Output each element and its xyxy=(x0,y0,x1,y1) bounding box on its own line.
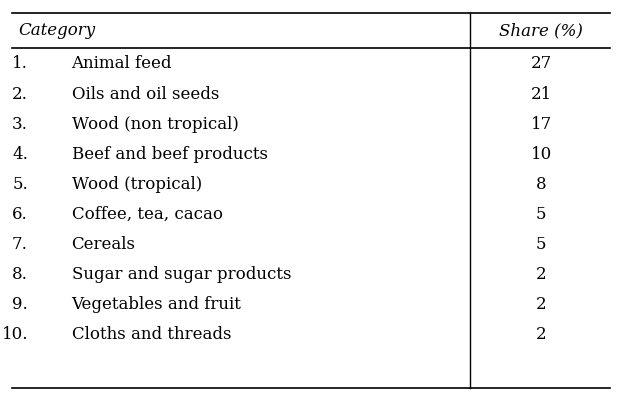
Text: Animal feed: Animal feed xyxy=(72,55,172,73)
Text: 21: 21 xyxy=(531,85,552,103)
Text: Cloths and threads: Cloths and threads xyxy=(72,325,231,343)
Text: 5.: 5. xyxy=(12,175,28,193)
Text: Category: Category xyxy=(19,22,96,39)
Text: 10.: 10. xyxy=(1,325,28,343)
Text: Beef and beef products: Beef and beef products xyxy=(72,145,267,163)
Text: Coffee, tea, cacao: Coffee, tea, cacao xyxy=(72,205,223,223)
Text: 9.: 9. xyxy=(12,295,28,313)
Text: 2: 2 xyxy=(536,295,547,313)
Text: 5: 5 xyxy=(536,205,546,223)
Text: Oils and oil seeds: Oils and oil seeds xyxy=(72,85,219,103)
Text: 4.: 4. xyxy=(12,145,28,163)
Text: Sugar and sugar products: Sugar and sugar products xyxy=(72,265,291,283)
Text: 5: 5 xyxy=(536,235,546,253)
Text: Cereals: Cereals xyxy=(72,235,136,253)
Text: Vegetables and fruit: Vegetables and fruit xyxy=(72,295,241,313)
Text: 17: 17 xyxy=(531,115,552,133)
Text: 1.: 1. xyxy=(12,55,28,73)
Text: Wood (tropical): Wood (tropical) xyxy=(72,175,202,193)
Text: 8.: 8. xyxy=(12,265,28,283)
Text: 2: 2 xyxy=(536,265,547,283)
Text: 10: 10 xyxy=(531,145,552,163)
Text: 8: 8 xyxy=(536,175,547,193)
Text: 27: 27 xyxy=(531,55,552,73)
Text: Share (%): Share (%) xyxy=(499,22,583,39)
Text: 7.: 7. xyxy=(12,235,28,253)
Text: Wood (non tropical): Wood (non tropical) xyxy=(72,115,238,133)
Text: 2: 2 xyxy=(536,325,547,343)
Text: 6.: 6. xyxy=(12,205,28,223)
Text: 2.: 2. xyxy=(12,85,28,103)
Text: 3.: 3. xyxy=(12,115,28,133)
